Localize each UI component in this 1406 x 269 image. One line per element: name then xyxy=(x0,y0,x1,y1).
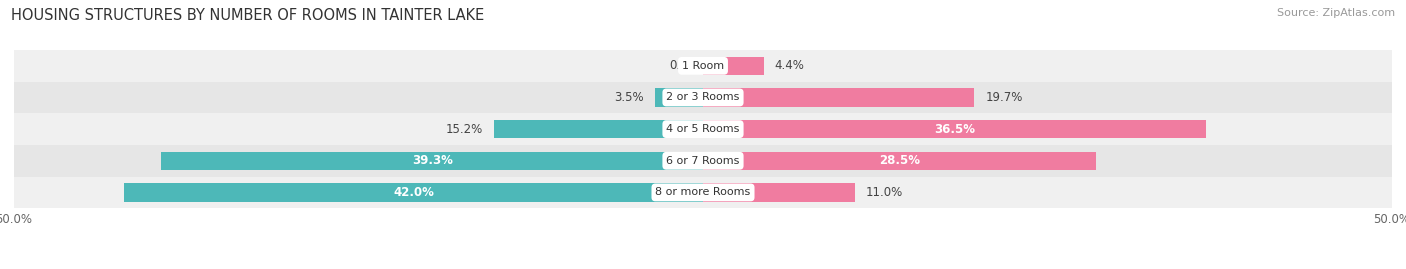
Bar xyxy=(14,145,1392,176)
Bar xyxy=(703,183,855,201)
Bar xyxy=(703,120,1206,138)
Text: 15.2%: 15.2% xyxy=(446,123,482,136)
Text: Source: ZipAtlas.com: Source: ZipAtlas.com xyxy=(1277,8,1395,18)
Text: HOUSING STRUCTURES BY NUMBER OF ROOMS IN TAINTER LAKE: HOUSING STRUCTURES BY NUMBER OF ROOMS IN… xyxy=(11,8,485,23)
Bar xyxy=(162,152,703,170)
Text: 28.5%: 28.5% xyxy=(879,154,920,167)
Text: 2 or 3 Rooms: 2 or 3 Rooms xyxy=(666,93,740,102)
Bar xyxy=(703,57,763,75)
Bar xyxy=(14,176,1392,208)
Text: 6 or 7 Rooms: 6 or 7 Rooms xyxy=(666,156,740,166)
Text: 3.5%: 3.5% xyxy=(614,91,644,104)
Bar xyxy=(124,183,703,201)
Text: 1 Room: 1 Room xyxy=(682,61,724,71)
Text: 4.4%: 4.4% xyxy=(775,59,804,72)
Bar xyxy=(14,50,1392,82)
Bar xyxy=(703,88,974,107)
Text: 8 or more Rooms: 8 or more Rooms xyxy=(655,187,751,197)
Bar xyxy=(494,120,703,138)
Text: 0.0%: 0.0% xyxy=(669,59,699,72)
Bar xyxy=(703,152,1095,170)
Bar xyxy=(14,82,1392,113)
Bar xyxy=(14,113,1392,145)
Text: 42.0%: 42.0% xyxy=(394,186,434,199)
Text: 11.0%: 11.0% xyxy=(866,186,903,199)
Text: 39.3%: 39.3% xyxy=(412,154,453,167)
Text: 36.5%: 36.5% xyxy=(934,123,974,136)
Bar xyxy=(655,88,703,107)
Text: 4 or 5 Rooms: 4 or 5 Rooms xyxy=(666,124,740,134)
Text: 19.7%: 19.7% xyxy=(986,91,1022,104)
